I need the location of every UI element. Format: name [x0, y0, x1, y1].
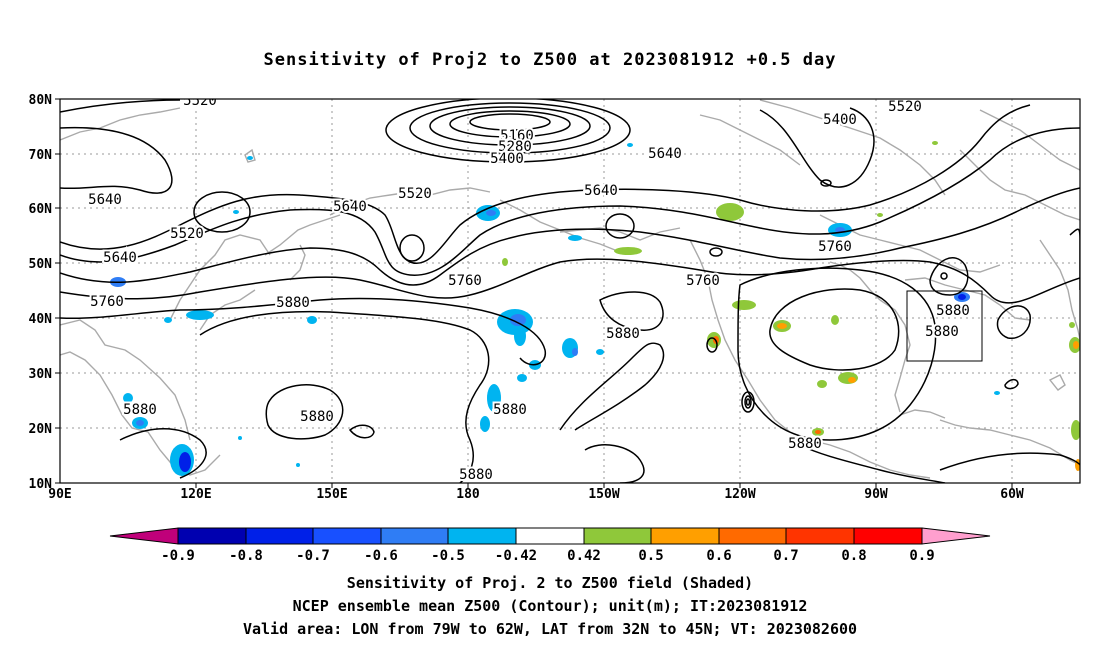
lat-label: 10N [29, 477, 53, 492]
map-frame [59, 98, 1081, 484]
contour-label: 5640 [584, 183, 618, 199]
caption-line-2: NCEP ensemble mean Z500 (Contour); unit(… [292, 597, 808, 615]
lon-label: 150W [588, 487, 619, 502]
contour-label: 5640 [88, 192, 122, 208]
contour-label: 5880 [925, 324, 959, 340]
lon-axis: 90E 120E 150E 180 150W 120W 90W 60W [48, 487, 1024, 502]
lat-label: 70N [29, 148, 53, 163]
lat-label: 20N [29, 422, 53, 437]
contour-label: 5880 [276, 295, 310, 311]
colorbar-label: 0.6 [706, 548, 731, 564]
colorbar-bin [650, 527, 720, 545]
sensitivity-shading [110, 141, 1080, 476]
contour-label: 5520 [888, 99, 922, 115]
lat-label: 40N [29, 312, 53, 327]
caption-line-3: Valid area: LON from 79W to 62W, LAT fro… [242, 620, 858, 638]
colorbar-label: 0.42 [567, 548, 601, 564]
colorbar-bin [380, 527, 449, 545]
lon-label: 150E [316, 487, 347, 502]
contour-label: 5880 [300, 409, 334, 425]
colorbar-labels: -0.9 -0.8 -0.7 -0.6 -0.5 -0.42 0.42 0.5 … [161, 548, 935, 564]
lon-label: 90W [864, 487, 888, 502]
contour-label: 5640 [103, 250, 137, 266]
colorbar-bin [583, 527, 652, 545]
colorbar-bin [177, 527, 247, 545]
colorbar-label: -0.42 [495, 548, 537, 564]
contour-label: 5760 [686, 273, 720, 289]
contour-label: 5760 [818, 239, 852, 255]
colorbar-bin [245, 527, 314, 545]
colorbar-bin [515, 527, 585, 545]
caption-line-1: Sensitivity of Proj. 2 to Z500 field (Sh… [346, 574, 754, 592]
contour-label: 5880 [606, 326, 640, 342]
colorbar-bin [853, 527, 923, 545]
graticule [60, 99, 1080, 483]
plot-title: Sensitivity of Proj2 to Z500 at 20230819… [263, 50, 837, 70]
contour-label: 5160 [500, 128, 534, 144]
colorbar-label: -0.5 [431, 548, 465, 564]
colorbar-label: -0.8 [229, 548, 263, 564]
colorbar-label: 0.7 [773, 548, 798, 564]
colorbar-label: -0.6 [364, 548, 398, 564]
contour-label: 5880 [123, 402, 157, 418]
contour-label: 5400 [823, 112, 857, 128]
colorbar-label: 0.9 [909, 548, 934, 564]
lon-label: 180 [456, 487, 480, 502]
lat-label: 80N [29, 93, 53, 108]
colorbar-bin [718, 527, 787, 545]
contour-label: 5520 [170, 226, 204, 242]
colorbar-label: -0.7 [296, 548, 330, 564]
contour-label-group: 5520 5160 5280 5400 5520 5400 5640 5520 … [86, 93, 972, 483]
colorbar-label: 0.8 [841, 548, 866, 564]
z500-contours [60, 99, 1080, 483]
contour-label: 5400 [490, 151, 524, 167]
colorbar-upper-triangle [921, 527, 991, 545]
contour-label: 5640 [333, 199, 367, 215]
lat-label: 30N [29, 367, 53, 382]
lat-axis: 80N 70N 60N 50N 40N 30N 20N 10N [29, 93, 53, 492]
colorbar-bin [785, 527, 855, 545]
contour-label: 5760 [448, 273, 482, 289]
contour-label: 5520 [398, 186, 432, 202]
valid-area-box [906, 290, 983, 362]
colorbar-bin [447, 527, 517, 545]
colorbar-label: 0.5 [638, 548, 663, 564]
contour-label: 5880 [788, 436, 822, 452]
contour-label: 5520 [183, 93, 217, 109]
contour-label: 5880 [936, 303, 970, 319]
contour-label: 5280 [498, 139, 532, 155]
lon-label: 120E [180, 487, 211, 502]
lon-label: 60W [1000, 487, 1024, 502]
colorbar-label: -0.9 [161, 548, 195, 564]
lat-label: 50N [29, 257, 53, 272]
contour-label: 5880 [493, 402, 527, 418]
contour-label: 5880 [459, 467, 493, 483]
lat-label: 60N [29, 202, 53, 217]
colorbar [109, 527, 991, 545]
contour-label: 5640 [648, 146, 682, 162]
colorbar-lower-triangle [109, 527, 179, 545]
coastlines [60, 99, 1080, 479]
lon-label: 120W [724, 487, 755, 502]
contour-label: 5760 [90, 294, 124, 310]
colorbar-bin [312, 527, 382, 545]
lon-label: 90E [48, 487, 71, 502]
